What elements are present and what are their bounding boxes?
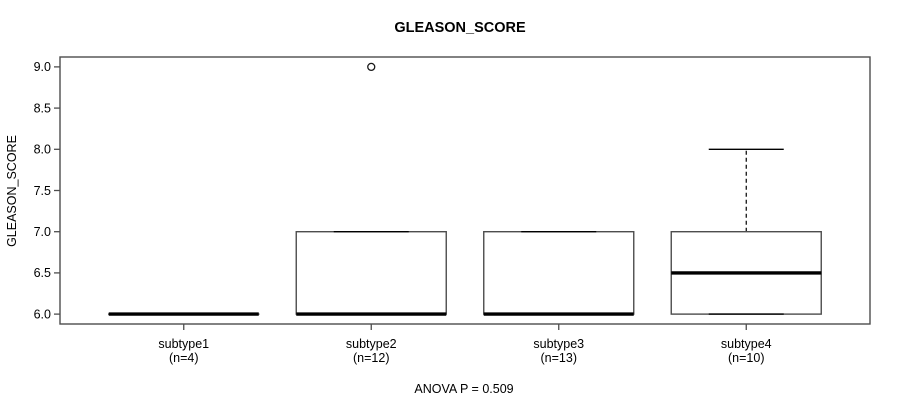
y-tick-label: 8.0 [34,143,51,157]
box [295,231,447,315]
y-tick-label: 6.5 [34,266,51,280]
y-tick-label: 6.0 [34,307,51,321]
anova-footer: ANOVA P = 0.509 [414,382,513,396]
x-tick-label: subtype4 [721,337,772,351]
outlier-point [367,62,376,72]
x-tick-label: subtype1 [158,337,209,351]
y-axis-label: GLEASON_SCORE [5,135,19,247]
x-tick-label: subtype2 [346,337,397,351]
x-tick-label: subtype3 [533,337,584,351]
box [483,231,635,315]
y-tick-label: 8.5 [34,101,51,115]
y-tick-label: 7.5 [34,184,51,198]
chart-title: GLEASON_SCORE [394,20,526,36]
y-tick-label: 7.0 [34,225,51,239]
group-count-label: (n=4) [169,351,199,365]
plot-frame [59,56,871,325]
y-tick-label: 9.0 [34,60,51,74]
group-count-label: (n=10) [728,351,764,365]
group-count-label: (n=12) [353,351,389,365]
group-count-label: (n=13) [541,351,577,365]
plot-area: 6.0 6.5 7.0 7.5 8.0 8.5 9.0 subtype1(n=4) subtyp… [34,56,871,365]
